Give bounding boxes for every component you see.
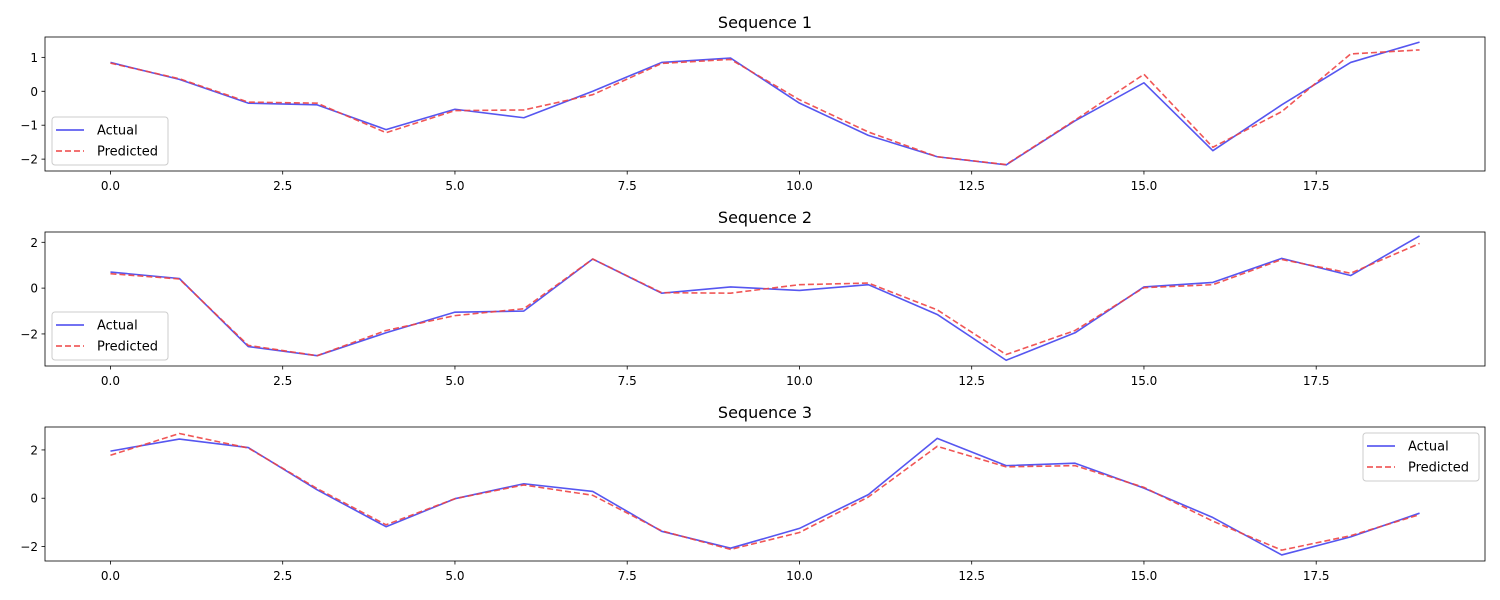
series-line-actual [110,437,1420,556]
legend-label: Actual [97,124,138,139]
series-line-actual [110,41,1420,166]
legend-label: Actual [1408,440,1449,455]
x-tick-label: 12.5 [958,374,985,388]
x-tick-label: 2.5 [273,569,292,583]
x-tick-label: 7.5 [618,374,637,388]
x-tick-label: 17.5 [1303,179,1330,193]
legend: Actual Predicted [51,311,169,361]
x-tick-label: 2.5 [273,374,292,388]
x-tick-label: 10.0 [786,374,813,388]
chart-panel-1: Sequence 1 0.0 2.5 5.0 7.5 10.0 12.5 15.0 17.5 1 0… [20,13,1486,193]
x-tick-label: 0.0 [101,179,120,193]
y-tick-label: 0 [30,492,38,506]
legend-label: Predicted [1408,461,1469,476]
x-tick-label: 0.0 [101,374,120,388]
series-line-actual [110,235,1420,362]
y-tick-label: −1 [20,119,38,133]
legend-label: Predicted [97,340,158,355]
x-tick-label: 7.5 [618,569,637,583]
x-tick-label: 15.0 [1131,179,1158,193]
axes-frame [44,426,1486,562]
y-tick-label: 0 [30,85,38,99]
chart-title: Sequence 3 [718,403,812,422]
x-tick-label: 5.0 [445,569,464,583]
x-tick-label: 7.5 [618,179,637,193]
series-line-predicted [110,49,1420,166]
y-tick-label: −2 [20,540,38,554]
x-tick-label: 5.0 [445,179,464,193]
x-tick-label: 15.0 [1131,569,1158,583]
x-tick-label: 10.0 [786,179,813,193]
chart-panel-3: Sequence 3 0.0 2.5 5.0 7.5 10.0 12.5 15.0 17.5 2 0… [20,403,1486,583]
y-tick-label: 2 [30,443,38,457]
x-tick-label: 10.0 [786,569,813,583]
series-line-predicted [110,242,1420,357]
chart-panel-2: Sequence 2 0.0 2.5 5.0 7.5 10.0 12.5 15.0 17.5 2 0… [20,208,1486,388]
legend-label: Actual [97,319,138,334]
y-tick-label: −2 [20,327,38,341]
legend-label: Predicted [97,145,158,160]
legend-box [51,116,169,166]
y-tick-label: 0 [30,282,38,296]
x-tick-label: 0.0 [101,569,120,583]
y-tick-label: −2 [20,153,38,167]
x-tick-label: 2.5 [273,179,292,193]
x-tick-label: 12.5 [958,569,985,583]
legend: Actual Predicted [1362,432,1480,482]
y-tick-label: 2 [30,236,38,250]
chart-title: Sequence 1 [718,13,812,32]
legend: Actual Predicted [51,116,169,166]
x-tick-label: 17.5 [1303,569,1330,583]
legend-box [51,311,169,361]
axes-frame [44,36,1486,172]
x-tick-label: 15.0 [1131,374,1158,388]
legend-box [1362,432,1480,482]
x-tick-label: 5.0 [445,374,464,388]
series-line-predicted [110,432,1420,551]
y-tick-label: 1 [30,51,38,65]
axes-frame [44,231,1486,367]
chart-title: Sequence 2 [718,208,812,227]
x-tick-label: 12.5 [958,179,985,193]
x-tick-label: 17.5 [1303,374,1330,388]
